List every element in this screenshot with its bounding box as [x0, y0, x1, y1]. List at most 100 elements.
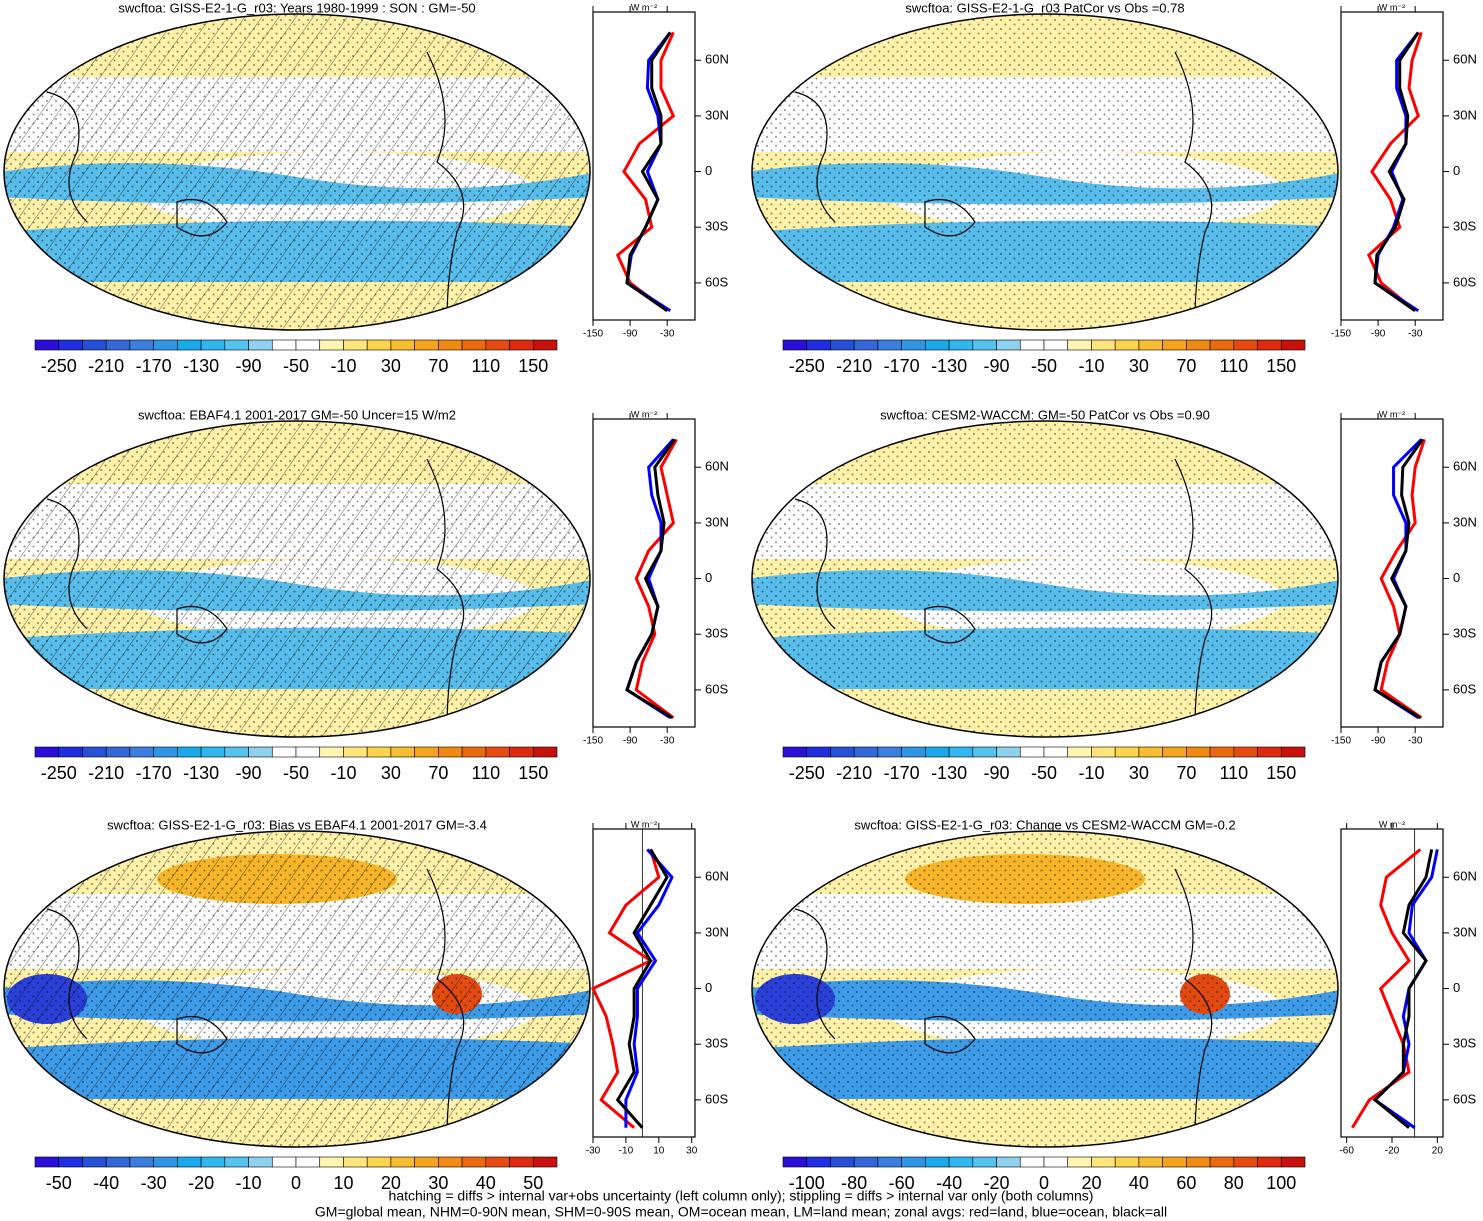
- colorbar-label: -20: [188, 1173, 214, 1193]
- coastline: [794, 51, 1213, 323]
- zonal-frame: [592, 11, 696, 321]
- colorbar-box: [224, 746, 249, 758]
- colorbar-box: [1019, 1156, 1045, 1168]
- colorbar-label: -170: [884, 356, 920, 376]
- colorbar-label: 0: [291, 1173, 301, 1193]
- zonal-line: [1379, 438, 1426, 719]
- colorbar-label: -50: [46, 1173, 72, 1193]
- colorbar-box: [319, 1156, 344, 1168]
- colorbar-box: [972, 339, 997, 351]
- colorbar-box: [390, 746, 415, 758]
- colorbar-box: [782, 1156, 808, 1168]
- colorbar-box: [461, 339, 487, 351]
- colorbar-label: -10: [330, 356, 356, 376]
- colorbar-box: [461, 746, 487, 758]
- colorbar-label: 100: [1266, 1173, 1296, 1193]
- colorbar-box: [782, 746, 808, 758]
- zonal-line: [615, 848, 669, 1129]
- colorbar-box: [1186, 339, 1211, 351]
- colorbar-box: [509, 1156, 534, 1168]
- colorbar-box: [1114, 1156, 1140, 1168]
- colorbar-box: [224, 1156, 249, 1168]
- zonal-line: [625, 438, 676, 719]
- colorbar-box: [153, 746, 178, 758]
- y-tick-label: 60S: [705, 681, 728, 696]
- colorbar-box: [414, 746, 439, 758]
- zonal-frame: [592, 828, 696, 1138]
- x-tick-label: -90: [623, 736, 638, 747]
- colorbar-label: -250: [789, 356, 825, 376]
- zonal-frame: [1340, 11, 1444, 321]
- colorbar-box: [200, 1156, 226, 1168]
- map-field: [752, 421, 1338, 737]
- unit-label: W m⁻²: [631, 409, 657, 419]
- colorbar-box: [532, 746, 558, 758]
- colorbar-box: [248, 746, 273, 758]
- colorbar-box: [343, 746, 368, 758]
- y-tick-label: 60N: [1453, 52, 1477, 67]
- colorbar-label: 150: [1266, 356, 1296, 376]
- colorbar-label: -60: [889, 1173, 915, 1193]
- panel-title: swcftoa: GISS-E2-1-G_r03 PatCor vs Obs =…: [905, 0, 1184, 15]
- y-tick-label: 60N: [705, 459, 729, 474]
- colorbar-box: [1138, 339, 1163, 351]
- colorbar-box: [901, 746, 926, 758]
- colorbar-box: [200, 746, 226, 758]
- colorbar-box: [1186, 746, 1211, 758]
- map-field: [4, 831, 590, 1147]
- colorbar-box: [901, 339, 926, 351]
- colorbar-box: [901, 1156, 926, 1168]
- colorbar-label: -210: [88, 763, 124, 783]
- x-tick-label: -30: [1408, 736, 1423, 747]
- colorbar-box: [830, 339, 855, 351]
- colorbar-box: [485, 339, 510, 351]
- y-tick-label: 30N: [1453, 924, 1477, 939]
- x-tick-label: -60: [1339, 1146, 1354, 1157]
- colorbar-label: 0: [1039, 1173, 1049, 1193]
- coastline: [794, 868, 1213, 1140]
- colorbar-label: -10: [1078, 356, 1104, 376]
- colorbar-box: [105, 746, 131, 758]
- colorbar-box: [153, 1156, 178, 1168]
- colorbar-box: [34, 339, 60, 351]
- coastline: [46, 458, 465, 730]
- colorbar-label: 40: [1129, 1173, 1149, 1193]
- colorbar-label: 70: [1176, 356, 1196, 376]
- colorbar-box: [1114, 746, 1140, 758]
- colorbar-box: [1043, 746, 1069, 758]
- colorbar-label: 150: [518, 763, 548, 783]
- colorbar-box: [271, 746, 297, 758]
- colorbar-box: [390, 1156, 415, 1168]
- colorbar-label: 70: [1176, 763, 1196, 783]
- y-tick-label: 60S: [1453, 1091, 1476, 1106]
- x-tick-label: -30: [660, 329, 675, 340]
- colorbar-box: [1067, 746, 1092, 758]
- zonal-line: [591, 848, 661, 1129]
- x-tick-label: -90: [623, 329, 638, 340]
- y-tick-label: 30N: [705, 924, 729, 939]
- note: GM=global mean, NHM=0-90N mean, SHM=0-90…: [315, 1204, 1167, 1220]
- colorbar-label: -90: [984, 356, 1010, 376]
- colorbar-box: [925, 1156, 950, 1168]
- colorbar-label: -10: [236, 1173, 262, 1193]
- colorbar-label: -250: [41, 356, 77, 376]
- y-tick-label: 0: [705, 163, 712, 178]
- y-tick-label: 0: [1453, 163, 1460, 178]
- colorbar-box: [532, 1156, 558, 1168]
- map-border: [751, 830, 1339, 1148]
- colorbar-label: 150: [1266, 763, 1296, 783]
- colorbar-label: -90: [984, 763, 1010, 783]
- colorbar-box: [414, 1156, 439, 1168]
- colorbar-box: [295, 746, 321, 758]
- colorbar-box: [532, 339, 558, 351]
- stippling: [752, 14, 1338, 330]
- colorbar-box: [948, 339, 974, 351]
- colorbar-label: 80: [1224, 1173, 1244, 1193]
- y-tick-label: 30S: [705, 219, 728, 234]
- x-tick-label: -90: [1371, 329, 1386, 340]
- colorbar-label: 20: [1081, 1173, 1101, 1193]
- colorbar-label: -40: [936, 1173, 962, 1193]
- zonal-line: [1373, 438, 1424, 719]
- y-tick-label: 30N: [705, 514, 729, 529]
- panel-title: swcftoa: EBAF4.1 2001-2017 GM=-50 Uncer=…: [138, 407, 456, 422]
